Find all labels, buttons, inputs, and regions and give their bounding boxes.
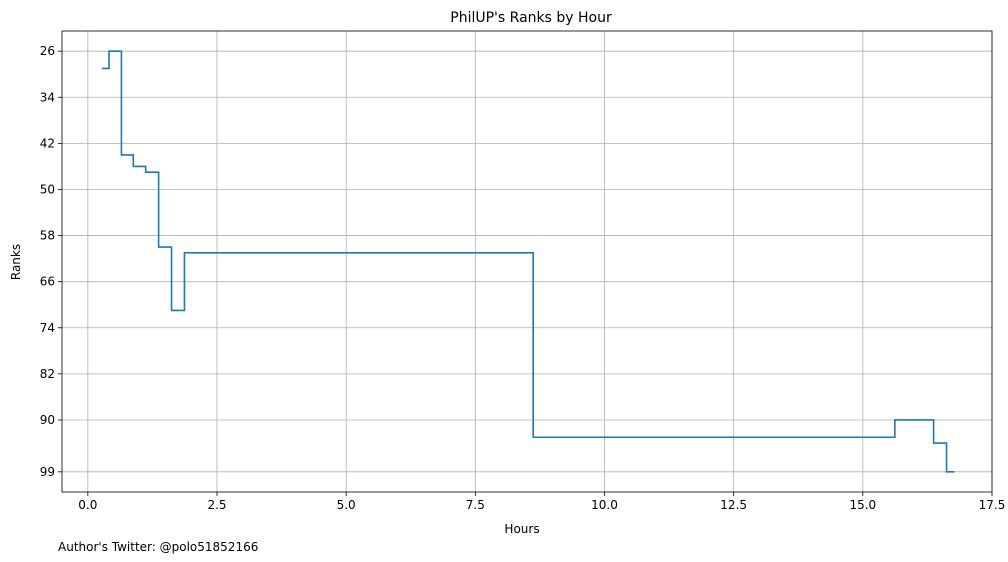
rank-step-line [101,50,955,473]
x-tick-label: 5.0 [337,498,356,512]
y-tick-label: 90 [40,413,55,427]
y-tick-label: 50 [40,182,55,196]
grid [62,31,993,492]
x-tick-label: 17.5 [979,498,1006,512]
x-ticks: 0.0 2.5 5.0 7.5 10.0 12.5 15.0 17.5 [78,492,1005,512]
x-tick-label: 0.0 [78,498,97,512]
y-tick-label: 42 [40,136,55,150]
y-tick-label: 58 [40,229,55,243]
y-tick-label: 74 [40,321,55,335]
plot-frame [61,30,993,493]
y-tick-label: 66 [40,275,55,289]
x-tick-label: 12.5 [720,498,747,512]
chart-title: PhilUP's Ranks by Hour [450,10,612,26]
x-tick-label: 10.0 [591,498,618,512]
y-tick-label: 99 [40,465,55,479]
x-axis-label: Hours [504,522,539,536]
y-tick-label: 34 [40,90,55,104]
x-tick-label: 7.5 [466,498,485,512]
y-axis-label: Ranks [9,244,23,280]
y-tick-label: 82 [40,367,55,381]
x-tick-label: 15.0 [849,498,876,512]
series-layer [101,50,955,473]
author-twitter-note: Author's Twitter: @polo51852166 [58,540,259,554]
y-ticks: 26 34 42 50 58 66 74 82 90 99 [40,44,62,479]
y-tick-label: 26 [40,44,55,58]
x-tick-label: 2.5 [207,498,226,512]
